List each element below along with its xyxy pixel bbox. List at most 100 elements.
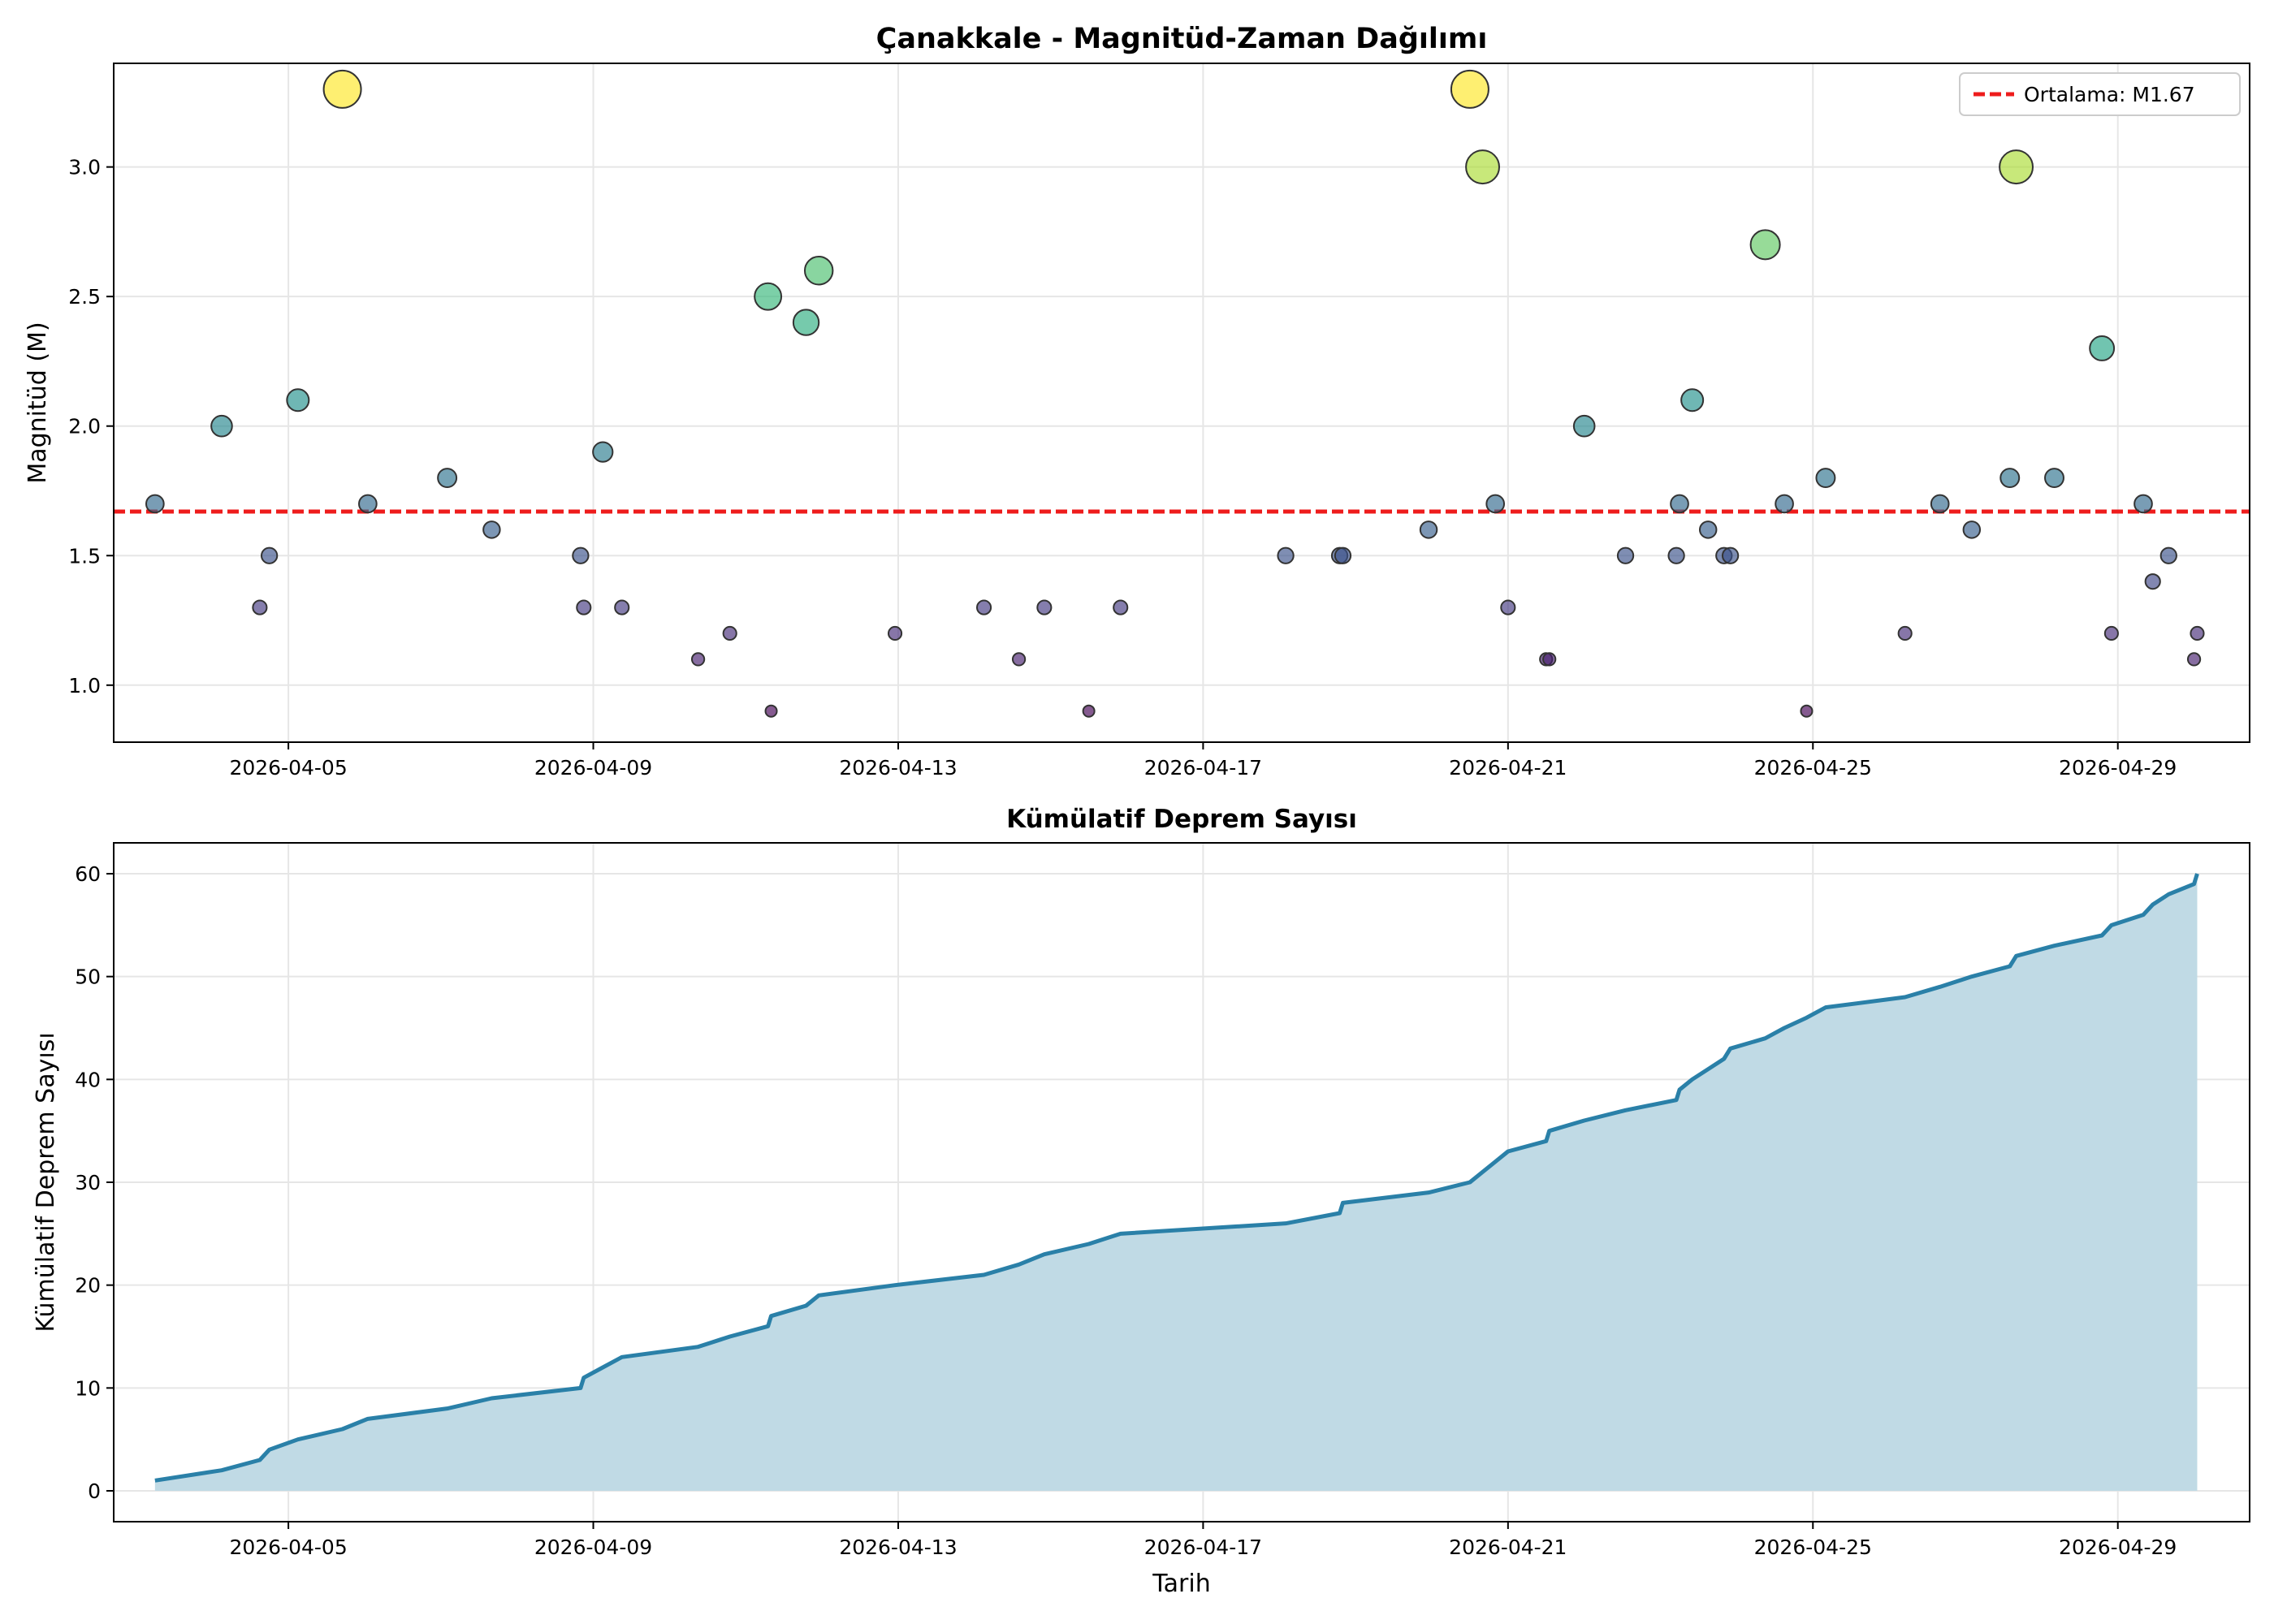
cumulative-y-ticks: 0 10 20 30 40 50 60 <box>75 862 114 1503</box>
scatter-plot-area <box>114 63 2250 742</box>
scatter-point <box>792 309 820 336</box>
scatter-point <box>1011 652 1027 667</box>
cumulative-line <box>154 873 2199 1483</box>
scatter-y-axis-label: Magnitüd (M) <box>24 322 52 483</box>
legend-mean-label: Ortalama: M1.67 <box>2024 83 2195 106</box>
scatter-point <box>1465 149 1500 185</box>
scatter-point <box>1670 494 1689 514</box>
scatter-point <box>437 468 458 489</box>
scatter-point <box>358 494 378 514</box>
scatter-point <box>1485 494 1506 514</box>
cumulative-x-ticks: 2026-04-05 2026-04-09 2026-04-13 2026-04-17… <box>229 1522 2177 1559</box>
scatter-point <box>722 625 737 641</box>
cumulative-x-axis-label: Tarih <box>1152 1570 1210 1598</box>
cumulative-x-tick-label: 2026-04-25 <box>1754 1535 1872 1559</box>
scatter-point <box>1930 494 1950 514</box>
scatter-point <box>2190 625 2205 641</box>
scatter-point <box>690 652 706 667</box>
scatter-point <box>1500 599 1516 615</box>
scatter-point <box>887 625 903 641</box>
scatter-x-tick-label: 2026-04-25 <box>1754 756 1872 780</box>
cumulative-title: Kümülatif Deprem Sayısı <box>1006 805 1357 834</box>
cumulative-x-tick-label: 2026-04-21 <box>1449 1535 1567 1559</box>
legend-box <box>1959 72 2241 116</box>
scatter-point <box>1277 546 1295 564</box>
scatter-point <box>1616 546 1635 564</box>
scatter-point <box>614 599 630 615</box>
scatter-x-tick-label: 2026-04-09 <box>534 756 652 780</box>
scatter-point <box>1542 652 1557 667</box>
scatter-point <box>1419 520 1438 539</box>
scatter-point <box>1999 468 2021 489</box>
scatter-point <box>210 414 233 438</box>
scatter-point <box>576 599 592 615</box>
scatter-point <box>1082 704 1096 718</box>
cumulative-x-tick-label: 2026-04-05 <box>229 1535 347 1559</box>
scatter-legend: Ortalama: M1.67 <box>1959 72 2241 116</box>
scatter-points <box>145 69 2205 718</box>
scatter-y-tick-label: 2.0 <box>68 415 101 438</box>
scatter-point <box>1815 468 1836 489</box>
scatter-point <box>1749 229 1781 261</box>
cumulative-panel: 2026-04-05 2026-04-09 2026-04-13 2026-04-17… <box>32 805 2250 1598</box>
scatter-point <box>2159 546 2177 564</box>
scatter-point <box>252 599 268 615</box>
scatter-y-tick-label: 3.0 <box>68 156 101 179</box>
scatter-point <box>764 704 778 718</box>
cumulative-y-tick-label: 50 <box>75 965 101 989</box>
scatter-point <box>803 256 834 286</box>
scatter-point <box>754 282 783 311</box>
scatter-point <box>482 520 501 539</box>
scatter-y-tick-label: 1.0 <box>68 674 101 698</box>
scatter-y-ticks: 1.0 1.5 2.0 2.5 3.0 <box>68 156 114 698</box>
scatter-x-tick-label: 2026-04-05 <box>229 756 347 780</box>
scatter-x-tick-label: 2026-04-17 <box>1144 756 1262 780</box>
scatter-point <box>1572 414 1596 438</box>
scatter-point <box>2089 335 2116 361</box>
scatter-point <box>1036 599 1053 615</box>
scatter-point <box>145 494 165 514</box>
scatter-x-ticks: 2026-04-05 2026-04-09 2026-04-13 2026-04-17… <box>229 742 2177 780</box>
cumulative-x-tick-label: 2026-04-17 <box>1144 1535 1262 1559</box>
cumulative-x-tick-label: 2026-04-09 <box>534 1535 652 1559</box>
scatter-point <box>322 69 362 109</box>
scatter-point <box>1450 69 1489 109</box>
scatter-point <box>2103 625 2119 641</box>
scatter-point <box>1698 520 1718 539</box>
cumulative-y-tick-label: 20 <box>75 1274 101 1298</box>
scatter-point <box>975 599 992 615</box>
scatter-point <box>2186 652 2202 667</box>
scatter-point <box>1800 704 1814 718</box>
scatter-point <box>1897 625 1913 641</box>
cumulative-y-tick-label: 60 <box>75 862 101 886</box>
scatter-point <box>1962 520 1982 539</box>
scatter-point <box>1113 599 1129 615</box>
scatter-point <box>1999 149 2034 185</box>
scatter-y-tick-label: 2.5 <box>68 285 101 309</box>
scatter-x-tick-label: 2026-04-29 <box>2059 756 2177 780</box>
cumulative-axes-frame <box>113 842 2250 1522</box>
cumulative-x-tick-label: 2026-04-13 <box>839 1535 957 1559</box>
scatter-x-tick-label: 2026-04-13 <box>839 756 957 780</box>
scatter-point <box>2133 494 2153 514</box>
scatter-point <box>1334 546 1352 564</box>
cumulative-y-tick-label: 30 <box>75 1171 101 1194</box>
cumulative-area-fill <box>154 874 2198 1491</box>
scatter-x-tick-label: 2026-04-21 <box>1449 756 1567 780</box>
scatter-panel: 2026-04-05 2026-04-09 2026-04-13 2026-04-17… <box>24 23 2250 780</box>
scatter-point <box>1721 546 1740 564</box>
cumulative-y-tick-label: 10 <box>75 1376 101 1400</box>
cumulative-y-tick-label: 40 <box>75 1068 101 1091</box>
scatter-point <box>592 441 614 463</box>
scatter-point <box>1667 546 1685 564</box>
cumulative-y-tick-label: 0 <box>88 1479 101 1503</box>
scatter-point <box>572 546 590 564</box>
scatter-y-tick-label: 1.5 <box>68 544 101 568</box>
scatter-title: Çanakkale - Magnitüd-Zaman Dağılımı <box>876 23 1488 55</box>
scatter-point <box>1775 494 1794 514</box>
scatter-point <box>260 546 279 564</box>
cumulative-area-layer <box>154 873 2199 1491</box>
cumulative-x-tick-label: 2026-04-29 <box>2059 1535 2177 1559</box>
cumulative-y-axis-label: Kümülatif Deprem Sayısı <box>32 1032 60 1332</box>
